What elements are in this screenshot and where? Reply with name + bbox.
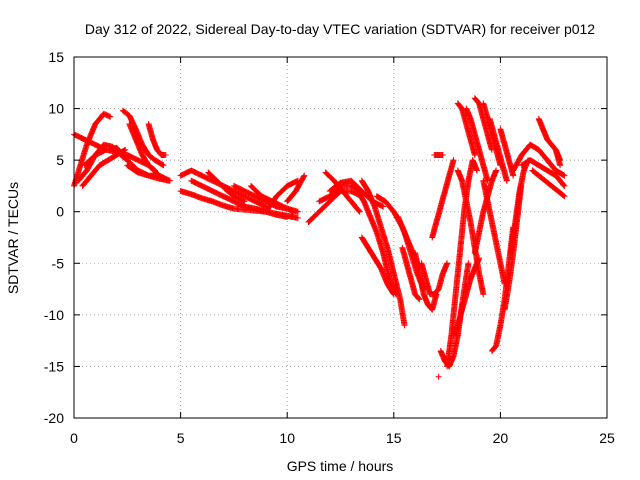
y-axis-label: SDTVAR / TECUs [5,182,21,294]
y-tick-label: -10 [44,307,64,323]
grid-layer [74,57,607,418]
x-tick-label: 10 [279,430,295,446]
y-tick-label: 0 [56,204,64,220]
plus-markers [71,95,568,380]
x-tick-label: 20 [493,430,509,446]
y-tick-label: 10 [48,101,64,117]
plot-border [73,56,608,419]
ticks-layer: 0 5 10 15 20 25 -20 -15 -10 -5 0 5 10 15 [44,49,615,446]
y-tick-label: -20 [44,410,64,426]
x-tick-label: 5 [177,430,185,446]
y-tick-label: -15 [44,358,64,374]
x-tick-label: 0 [70,430,78,446]
data-points-layer [71,95,568,380]
chart-title: Day 312 of 2022, Sidereal Day-to-day VTE… [85,21,595,37]
x-tick-label: 25 [599,430,615,446]
y-tick-label: 15 [48,49,64,65]
y-tick-label: 5 [56,152,64,168]
x-axis-label: GPS time / hours [287,458,394,474]
x-tick-label: 15 [386,430,402,446]
y-tick-label: -5 [52,255,65,271]
